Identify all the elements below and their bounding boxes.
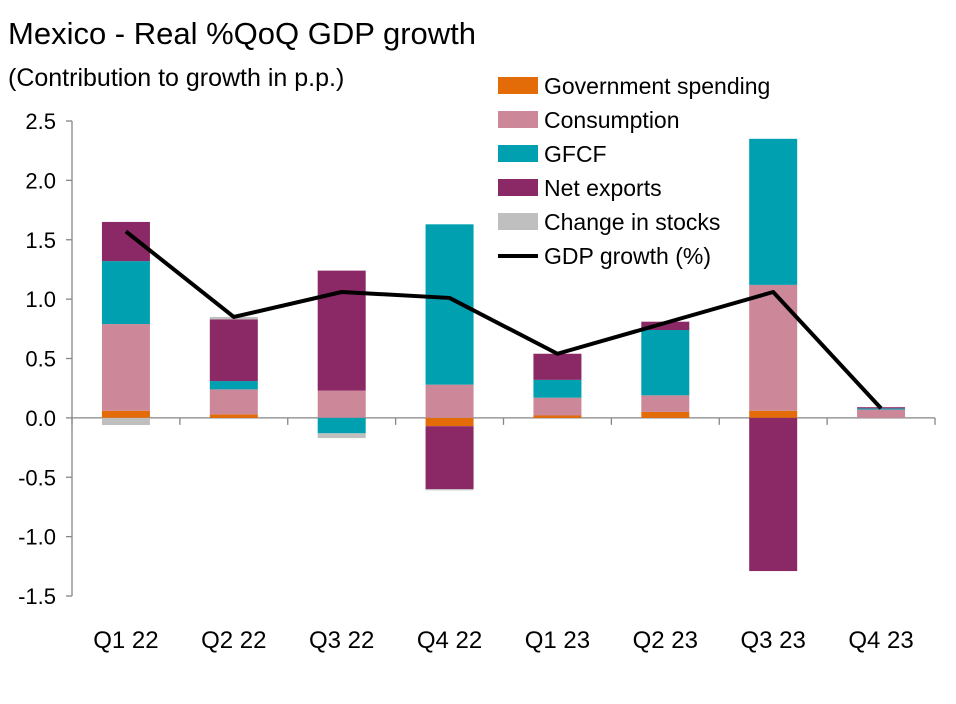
bar-segment: [425, 426, 474, 490]
bar-segment: [749, 138, 798, 285]
chart-title: Mexico - Real %QoQ GDP growth: [8, 16, 476, 51]
bar-segment: [533, 397, 582, 416]
y-tick-label: 0.0: [25, 406, 56, 431]
y-tick-label: -1.0: [18, 525, 56, 550]
bar-segment: [101, 261, 150, 325]
y-tick-label: 0.5: [25, 347, 56, 372]
legend-label: GFCF: [544, 141, 607, 167]
bar-segment: [533, 353, 582, 380]
bar-segment: [749, 417, 798, 572]
x-tick-label: Q4 23: [848, 627, 913, 654]
x-tick-label: Q2 23: [633, 627, 698, 654]
y-tick-label: 2.5: [25, 109, 56, 134]
bar-segment: [641, 395, 690, 412]
bar-segment: [101, 324, 150, 411]
bar-segment: [425, 417, 474, 427]
bar-segment: [533, 415, 582, 418]
bar-segment: [317, 433, 366, 439]
y-tick-label: -0.5: [18, 465, 56, 490]
legend-label: Change in stocks: [544, 209, 720, 235]
x-tick-label: Q1 23: [525, 627, 590, 654]
bar-segment: [209, 319, 258, 382]
x-tick-label: Q3 22: [309, 627, 374, 654]
axes: 2.5 2.0 1.5 1.0 0.5 0.0 -0.5 -1.0 -1.5 Q1 22 Q2 22…: [18, 109, 936, 654]
legend: Government spending Consumption GFCF Net ex…: [498, 73, 770, 269]
bar-segment: [857, 409, 906, 418]
bar-segment: [425, 384, 474, 418]
legend-swatch: [498, 179, 538, 196]
bar-segment: [317, 390, 366, 418]
x-tick-label: Q3 23: [740, 627, 805, 654]
bar-segment: [749, 410, 798, 418]
bar-segment: [209, 414, 258, 418]
bar-segment: [641, 330, 690, 396]
bar-segment: [641, 321, 690, 330]
bar-segment: [209, 389, 258, 415]
x-tick-label: Q1 22: [93, 627, 158, 654]
legend-swatch: [498, 145, 538, 162]
gdp-growth-line: [124, 229, 883, 410]
bar-segment: [101, 417, 150, 425]
y-tick-label: -1.5: [18, 584, 56, 609]
legend-label: Consumption: [544, 107, 680, 133]
bar-segment: [101, 410, 150, 418]
bars: [101, 138, 906, 572]
chart-subtitle: (Contribution to growth in p.p.): [8, 64, 344, 92]
bar-segment: [425, 489, 474, 491]
legend-swatch: [498, 111, 538, 128]
legend-label: GDP growth (%): [544, 243, 711, 269]
bar-segment: [101, 221, 150, 262]
legend-swatch: [498, 77, 538, 94]
bar-segment: [857, 408, 906, 410]
y-tick-label: 2.0: [25, 168, 56, 193]
gdp-line-layer: [124, 229, 883, 410]
bar-segment: [317, 270, 366, 391]
legend-label: Net exports: [544, 175, 662, 201]
bar-segment: [317, 417, 366, 434]
bar-segment: [641, 411, 690, 418]
bar-segment: [533, 379, 582, 398]
legend-label: Government spending: [544, 73, 770, 99]
bar-segment: [749, 284, 798, 411]
x-tick-label: Q2 22: [201, 627, 266, 654]
x-tick-label: Q4 22: [417, 627, 482, 654]
legend-swatch: [498, 213, 538, 230]
y-tick-label: 1.0: [25, 287, 56, 312]
y-tick-label: 1.5: [25, 228, 56, 253]
bar-segment: [209, 381, 258, 390]
